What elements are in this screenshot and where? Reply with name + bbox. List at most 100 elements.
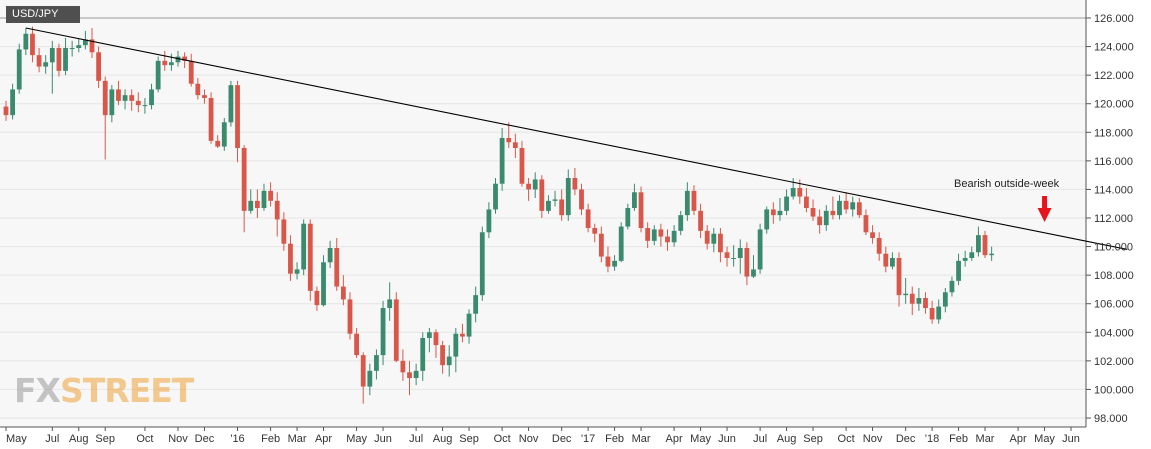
candle-body-84 <box>559 199 565 216</box>
candle-22 <box>149 83 154 110</box>
down-arrow-icon <box>1037 196 1052 222</box>
candle-body-130 <box>863 215 869 233</box>
candle-body-12 <box>82 39 88 46</box>
candle-87 <box>579 183 584 216</box>
candle-body-71 <box>473 295 479 314</box>
candle-35 <box>235 80 240 163</box>
candle-body-15 <box>102 80 108 116</box>
candle-28 <box>188 53 194 87</box>
x-tick-label-11: May <box>346 433 367 445</box>
candle-59 <box>393 292 399 363</box>
candle-129 <box>856 198 862 218</box>
candle-body-72 <box>479 232 485 296</box>
candle-body-78 <box>519 148 525 184</box>
candle-body-136 <box>903 293 909 296</box>
candle-body-105 <box>698 210 703 231</box>
candle-25 <box>168 53 174 71</box>
candle-body-25 <box>168 62 174 66</box>
trendline[interactable] <box>25 27 1128 250</box>
candle-body-31 <box>208 98 214 141</box>
y-tick-label-8: 114.000 <box>1094 184 1133 196</box>
candle-10 <box>69 40 75 57</box>
x-tick-label-34: Apr <box>1010 433 1027 445</box>
candle-29 <box>195 78 201 100</box>
candle-13 <box>89 28 95 58</box>
y-tick-label-2: 102.000 <box>1094 356 1134 368</box>
candle-72 <box>479 226 485 301</box>
candle-42 <box>281 212 287 251</box>
candle-body-55 <box>367 370 373 387</box>
candle-body-50 <box>334 248 340 287</box>
y-tick-label-4: 106.000 <box>1094 299 1134 311</box>
candle-body-53 <box>354 333 359 356</box>
y-tick-label-12: 122.000 <box>1094 70 1134 82</box>
candle-96 <box>638 186 644 233</box>
candle-102 <box>678 210 684 236</box>
candle-body-5 <box>36 55 42 67</box>
candle-7 <box>49 40 55 94</box>
candle-121 <box>804 188 809 213</box>
candle-body-85 <box>565 178 571 216</box>
bearish-outside-week-label: Bearish outside-week <box>954 178 1060 190</box>
candle-103 <box>684 182 690 221</box>
candle-body-146 <box>969 252 975 258</box>
candle-51 <box>340 275 346 306</box>
candle-58 <box>387 282 393 321</box>
candle-45 <box>301 219 307 276</box>
candle-body-16 <box>109 89 115 116</box>
candle-body-22 <box>149 89 154 106</box>
candle-body-57 <box>380 308 386 356</box>
candle-body-95 <box>632 192 637 208</box>
candle-body-117 <box>777 210 783 216</box>
candle-147 <box>976 226 981 257</box>
y-axis: 98.000 100.000 102.000 104.000 106.000 108.00… <box>1086 13 1134 425</box>
candle-body-67 <box>446 356 452 366</box>
candle-64 <box>426 328 432 353</box>
candle-body-149 <box>989 253 995 256</box>
x-tick-label-7: '16 <box>230 433 244 445</box>
candle-39 <box>261 183 267 211</box>
candle-body-79 <box>526 183 531 190</box>
x-tick-label-8: Feb <box>261 433 280 445</box>
candle-body-61 <box>407 372 412 378</box>
candle-46 <box>307 219 313 301</box>
logo-part-street: STREET <box>60 371 194 410</box>
candle-body-143 <box>949 280 955 293</box>
candle-83 <box>552 190 558 207</box>
candle-126 <box>837 195 842 220</box>
candle-body-9 <box>63 48 68 71</box>
candle-body-144 <box>956 260 961 281</box>
x-tick-label-13: Jul <box>409 433 423 445</box>
candle-23 <box>155 56 161 93</box>
candle-body-129 <box>856 202 862 216</box>
candle-body-110 <box>731 258 737 259</box>
plot-area <box>0 0 1086 427</box>
logo-part-fx: FX <box>14 371 61 410</box>
candle-body-13 <box>89 39 95 53</box>
candle-body-104 <box>691 190 697 211</box>
candle-body-77 <box>512 142 518 148</box>
candle-97 <box>645 222 651 248</box>
candle-body-124 <box>823 210 829 226</box>
candle-0 <box>3 100 9 121</box>
candle-69 <box>460 323 465 343</box>
candle-77 <box>512 133 518 158</box>
candles-group <box>3 26 995 404</box>
candle-89 <box>592 223 598 243</box>
candle-body-97 <box>645 228 651 241</box>
candle-body-66 <box>440 345 445 366</box>
x-tick-label-19: '17 <box>581 433 595 445</box>
candle-body-111 <box>737 248 743 258</box>
candle-110 <box>731 245 737 267</box>
candle-32 <box>215 135 221 148</box>
candle-70 <box>466 309 472 344</box>
candle-body-54 <box>360 355 366 387</box>
candle-131 <box>870 225 875 244</box>
x-tick-label-6: Dec <box>195 433 215 445</box>
candle-134 <box>890 252 895 270</box>
candle-body-145 <box>962 258 968 261</box>
candle-body-1 <box>10 89 16 116</box>
candle-92 <box>612 255 617 271</box>
candle-body-48 <box>321 262 326 306</box>
